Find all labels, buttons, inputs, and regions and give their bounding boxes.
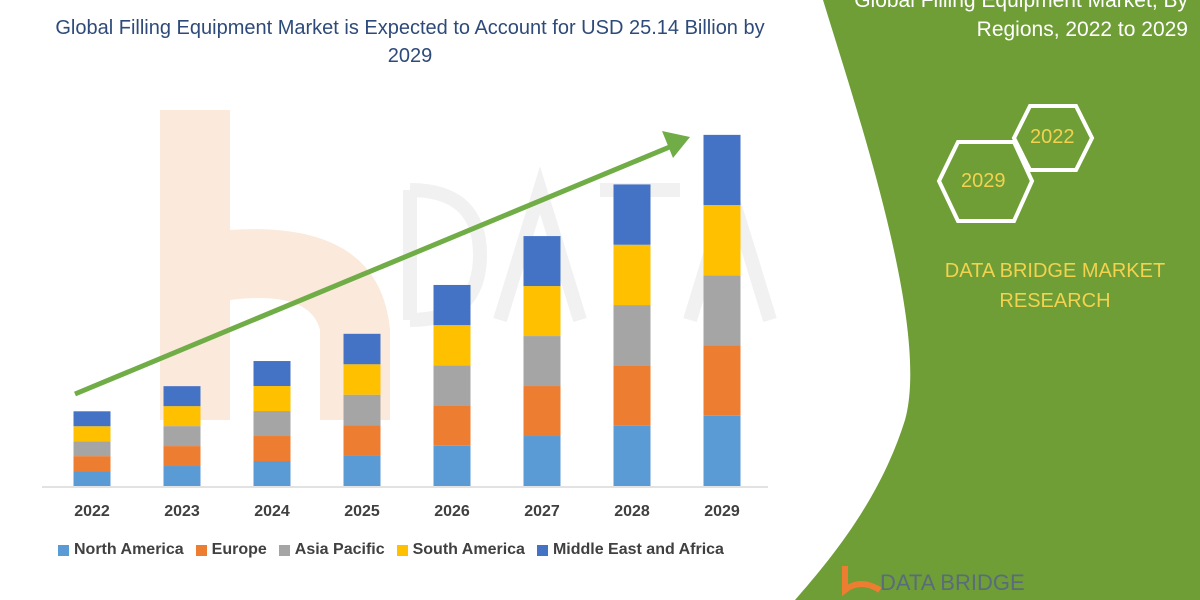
logo-icon bbox=[842, 566, 882, 597]
bar-2029-middle-east-and-africa bbox=[703, 134, 741, 206]
x-tick-label: 2026 bbox=[434, 503, 470, 520]
legend-item: Middle East and Africa bbox=[536, 541, 724, 559]
green-panel bbox=[795, 0, 1200, 600]
bar-2028-middle-east-and-africa bbox=[613, 184, 651, 245]
x-tick-label: 2029 bbox=[704, 503, 740, 520]
bar-2024-south-america bbox=[253, 386, 291, 412]
bar-2024-asia-pacific bbox=[253, 411, 291, 437]
legend-label: South America bbox=[412, 541, 525, 558]
legend-item: South America bbox=[396, 541, 525, 559]
bar-2022-middle-east-and-africa bbox=[73, 411, 111, 427]
side-title: Global Filling Equipment Market, By Regi… bbox=[854, 0, 1188, 41]
bar-2023-south-america bbox=[163, 406, 201, 427]
bar-2029-north-america bbox=[703, 415, 741, 486]
hex-label-2022: 2022 bbox=[1030, 126, 1075, 148]
legend-swatch bbox=[278, 544, 290, 556]
logo-text: DATA BRIDGE bbox=[880, 570, 1025, 595]
trend-arrow bbox=[74, 143, 673, 397]
bar-2023-asia-pacific bbox=[163, 426, 201, 447]
legend-item: North America bbox=[58, 541, 184, 559]
trend-arrow-head bbox=[662, 131, 690, 158]
legend-label: Middle East and Africa bbox=[552, 541, 724, 558]
bar-2026-north-america bbox=[433, 445, 471, 486]
legend-swatch bbox=[396, 544, 408, 556]
legend-swatch bbox=[536, 544, 548, 556]
x-tick-label: 2024 bbox=[254, 503, 290, 520]
x-tick-label: 2025 bbox=[344, 503, 380, 520]
bar-2023-north-america bbox=[163, 466, 201, 486]
bar-2026-middle-east-and-africa bbox=[433, 284, 471, 326]
chart-title: Global Filling Equipment Market is Expec… bbox=[55, 17, 765, 67]
legend-label: North America bbox=[74, 541, 184, 558]
bar-2022-south-america bbox=[73, 426, 111, 442]
bar-2029-asia-pacific bbox=[703, 275, 741, 346]
bar-2029-europe bbox=[703, 345, 741, 416]
bar-2025-middle-east-and-africa bbox=[343, 333, 381, 365]
bar-2027-north-america bbox=[523, 436, 561, 486]
x-tick-label: 2027 bbox=[524, 503, 560, 520]
legend-swatch bbox=[58, 544, 69, 556]
bar-2024-europe bbox=[253, 436, 291, 462]
legend-swatch bbox=[195, 544, 207, 556]
bar-2022-europe bbox=[73, 456, 111, 472]
bar-2026-south-america bbox=[433, 325, 471, 366]
bar-2028-asia-pacific bbox=[613, 305, 651, 366]
bar-2025-europe bbox=[343, 425, 381, 456]
bar-2025-south-america bbox=[343, 364, 381, 395]
x-tick-label: 2028 bbox=[614, 503, 650, 520]
brand-text: DATA BRIDGE MARKET RESEARCH bbox=[944, 260, 1166, 312]
bar-2022-north-america bbox=[73, 471, 111, 486]
bar-2027-europe bbox=[523, 386, 561, 437]
x-tick-label: 2023 bbox=[164, 503, 200, 520]
hexagon-2022 bbox=[1011, 104, 1095, 172]
legend-item: Asia Pacific bbox=[278, 541, 385, 559]
bar-2028-north-america bbox=[613, 425, 651, 486]
bar-2028-europe bbox=[613, 365, 651, 426]
hex-label-2029: 2029 bbox=[961, 170, 1006, 192]
bar-2025-asia-pacific bbox=[343, 394, 381, 426]
bar-2026-asia-pacific bbox=[433, 365, 471, 406]
legend: North America Europe Asia Pacific South Ame… bbox=[58, 541, 724, 559]
bar-2025-north-america bbox=[343, 455, 381, 486]
x-tick-label: 2022 bbox=[74, 503, 110, 520]
bar-2022-asia-pacific bbox=[73, 441, 111, 457]
bar-2027-asia-pacific bbox=[523, 336, 561, 387]
bar-2026-europe bbox=[433, 405, 471, 446]
bar-2027-middle-east-and-africa bbox=[523, 236, 561, 287]
legend-label: Europe bbox=[211, 541, 267, 558]
bar-2023-middle-east-and-africa bbox=[163, 386, 201, 407]
bar-2029-south-america bbox=[703, 205, 741, 276]
legend-label: Asia Pacific bbox=[294, 541, 385, 558]
legend-item: Europe bbox=[195, 541, 267, 559]
bar-2024-north-america bbox=[253, 461, 291, 486]
bar-2028-south-america bbox=[613, 244, 651, 306]
hexagon-2029 bbox=[936, 140, 1035, 223]
bar-2023-europe bbox=[163, 446, 201, 467]
bar-2027-south-america bbox=[523, 286, 561, 337]
bar-2024-middle-east-and-africa bbox=[253, 361, 291, 387]
